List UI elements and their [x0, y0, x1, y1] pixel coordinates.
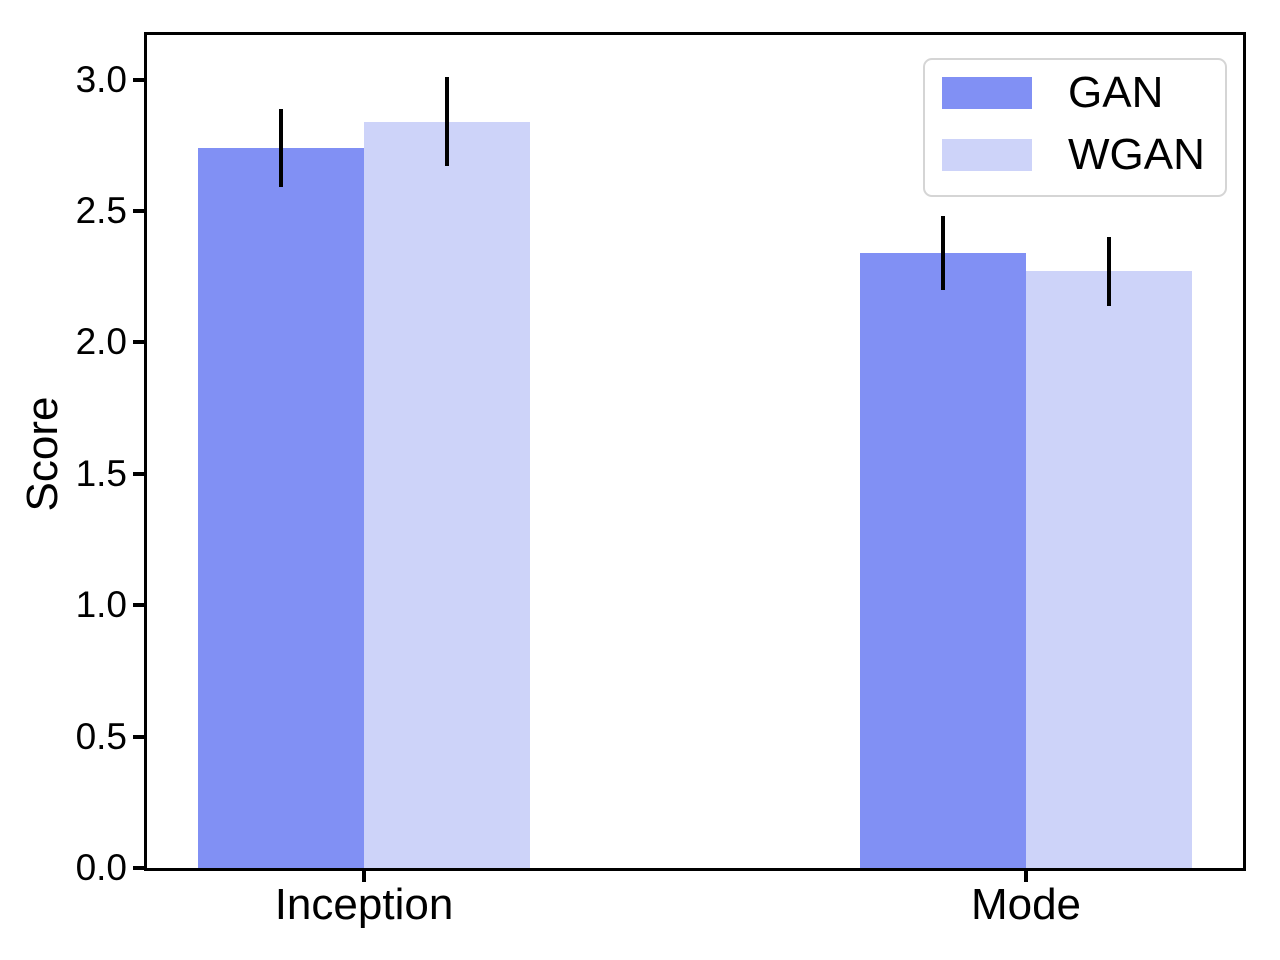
- x-tick: [1024, 871, 1028, 882]
- legend-label-wgan: WGAN: [1068, 130, 1205, 179]
- y-tick: [133, 866, 145, 870]
- x-tick: [362, 871, 366, 882]
- legend-swatch-gan: [942, 77, 1032, 109]
- error-bar-gan-mode: [941, 216, 945, 290]
- y-tick: [133, 734, 145, 739]
- bar-wgan-mode: [1026, 271, 1192, 868]
- y-tick: [133, 209, 145, 214]
- legend-item-gan: GAN: [942, 68, 1225, 118]
- y-tick: [133, 340, 145, 345]
- y-tick-label: 2.0: [75, 321, 127, 363]
- legend-swatch-wgan: [942, 139, 1032, 171]
- y-tick-label: 3.0: [75, 58, 127, 100]
- y-tick: [133, 471, 145, 476]
- bar-wgan-inception: [364, 121, 530, 868]
- x-tick-label-inception: Inception: [274, 880, 454, 929]
- y-tick: [133, 77, 145, 82]
- legend: GAN WGAN: [923, 58, 1227, 197]
- y-tick-label: 0.0: [75, 847, 127, 888]
- legend-item-wgan: WGAN: [942, 130, 1225, 180]
- y-tick-label: 1.0: [75, 584, 127, 626]
- y-tick-label: 0.5: [75, 715, 127, 757]
- x-tick-label-mode: Mode: [970, 880, 1082, 929]
- error-bar-wgan-mode: [1107, 237, 1111, 306]
- error-bar-gan-inception: [279, 108, 283, 188]
- bar-gan-mode: [860, 253, 1026, 868]
- bar-gan-inception: [198, 147, 364, 868]
- y-tick-label: 1.5: [75, 452, 127, 494]
- y-tick: [133, 603, 145, 608]
- y-tick-label: 2.5: [75, 190, 127, 232]
- legend-label-gan: GAN: [1068, 68, 1164, 117]
- error-bar-wgan-inception: [445, 77, 449, 167]
